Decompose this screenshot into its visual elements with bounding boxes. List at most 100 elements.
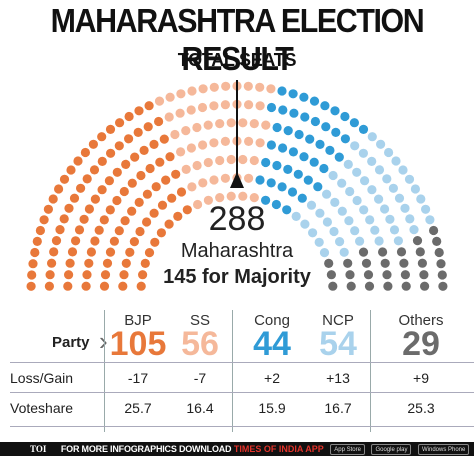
party-seats: 54 [319,325,357,363]
seat-dot-ncp [358,148,368,158]
seat-dot-cong [278,143,288,153]
seat-dot-ncp [367,132,377,142]
seat-dot-ss [221,81,231,91]
results-table: Party › BJP 105 SS 56 Cong 44 NCP 54 Oth… [0,304,474,436]
seat-dot-ss [238,118,248,128]
party-column-others: Others 29 [378,304,464,361]
footer-banner: TOI FOR MORE INFOGRAPHICS DOWNLOAD TIMES… [0,442,474,456]
party-name: NCP [322,312,354,329]
seat-dot-bjp [66,165,76,175]
seat-dot-others [400,270,410,280]
seat-dot-bjp [161,175,171,185]
seat-dot-bjp [84,204,94,214]
seat-dot-cong [266,102,277,113]
seat-dot-bjp [89,165,100,175]
party-name: Others [398,312,444,329]
seat-dot-cong [287,187,298,197]
seat-dot-bjp [115,118,125,128]
seat-dot-cong [305,134,315,144]
seat-dot-bjp [134,197,144,207]
party-name: SS [189,312,210,329]
seat-dot-bjp [134,106,144,116]
seat-dot-ncp [382,174,392,184]
seat-dot-ncp [306,200,317,210]
seat-dot-cong [334,152,344,162]
seat-dot-bjp [55,225,65,235]
seat-dot-ss [154,96,165,106]
seat-dot-bjp [86,247,96,257]
seat-dot-ss [255,101,265,111]
voteshare-others: 25.3 [407,400,435,416]
seat-dot-bjp [100,270,111,280]
seat-dot-ss [255,82,265,92]
seat-dot-bjp [105,205,115,215]
seat-dot-bjp [125,247,135,257]
seat-dot-others [436,259,446,269]
seat-dot-ncp [337,178,347,188]
seat-dot-cong [293,169,303,179]
seat-dot-ss [226,191,236,201]
seat-dot-cong [299,152,309,162]
seat-dot-bjp [39,215,49,225]
parliament-chart [26,80,448,291]
seat-dot-ncp [350,226,360,236]
seat-dot-bjp [156,228,166,238]
party-column-ncp: NCP 54 [308,304,368,361]
seat-dot-bjp [81,281,91,291]
seat-dot-others [364,281,375,291]
seat-dot-ncp [410,184,420,194]
google-play-badge[interactable]: Google play [371,444,412,456]
row-divider [10,392,474,393]
voteshare-label: Voteshare [10,400,74,416]
party-column-bjp: BJP 105 [108,304,168,361]
seat-dot-bjp [176,187,187,197]
seat-dot-ss [215,193,225,203]
seat-dot-others [380,258,390,268]
loss-gain-others: +9 [413,370,429,386]
seat-dot-cong [340,111,350,122]
seat-dot-bjp [73,156,83,166]
majority-marker-arrow-icon [230,172,244,188]
seat-dot-ss [181,126,191,136]
seat-dot-others [324,258,334,268]
seat-dot-cong [325,145,335,155]
seat-dot-bjp [130,152,140,162]
windows-phone-badge[interactable]: Windows Phone [417,444,470,456]
seat-dot-bjp [32,236,42,246]
seat-dot-ncp [389,225,400,235]
seat-dot-ss [249,193,259,203]
seat-dot-bjp [144,248,155,258]
chart-title: MAHARASHTRA ELECTION RESULT [50,2,425,77]
seat-dot-ncp [345,186,355,197]
seat-dot-bjp [142,217,152,227]
party-seats: 56 [181,325,219,363]
seat-dot-bjp [129,237,139,247]
seat-dot-ncp [335,237,345,247]
seat-dot-bjp [69,193,80,203]
seat-dot-others [417,258,427,268]
seat-dot-others [429,225,439,236]
seat-dot-cong [289,108,299,118]
seat-dot-others [401,281,411,291]
seat-dot-ss [175,108,185,118]
seat-dot-ss [226,154,236,165]
seat-dot-cong [309,157,319,167]
party-name: BJP [124,312,152,329]
seat-dot-bjp [124,134,134,144]
seat-dot-ss [261,120,271,130]
seat-dot-bjp [138,270,148,280]
seat-dot-cong [300,112,310,122]
seat-dot-bjp [105,124,116,134]
row-divider [10,362,474,363]
seat-dot-ss [187,182,197,192]
seat-dot-bjp [44,281,55,291]
seat-dot-cong [297,193,307,203]
seat-dot-cong [282,205,292,215]
seat-dot-ss [238,154,248,165]
seat-dot-ncp [322,217,332,227]
seat-dot-ncp [328,170,338,181]
seat-dot-bjp [165,152,175,162]
seat-dot-ncp [343,159,353,169]
seat-dot-ncp [365,215,375,225]
app-store-badge[interactable]: App Store [330,444,365,456]
